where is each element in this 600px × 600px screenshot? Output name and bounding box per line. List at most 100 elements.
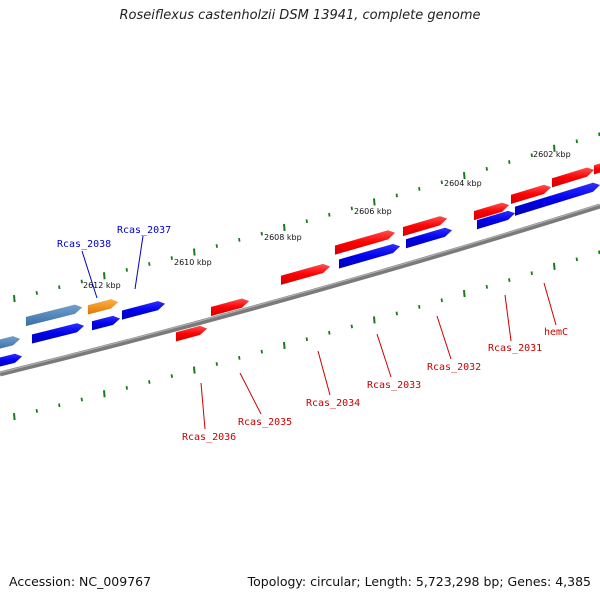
tick-mark (238, 355, 241, 360)
tick-mark (13, 294, 16, 303)
gene-label: Rcas_2031 (488, 343, 542, 354)
leader-line (504, 294, 512, 342)
tick-mark (260, 231, 263, 236)
gene-arrow-forward (593, 163, 600, 175)
gene-label: Rcas_2032 (427, 362, 481, 373)
leader-line (134, 235, 144, 290)
gene-arrow-forward (402, 215, 448, 237)
tick-mark (170, 256, 173, 260)
tick-mark (283, 341, 286, 350)
tick-mark (463, 172, 466, 180)
gene-label: Rcas_2037 (117, 225, 171, 236)
tick-mark (215, 362, 218, 366)
tick-mark (170, 374, 173, 378)
leader-lines (81, 235, 557, 430)
tick-mark (103, 390, 106, 398)
tick-mark (485, 284, 488, 289)
tick-mark (58, 285, 61, 290)
tick-label: 2610 kbp (174, 258, 212, 267)
tick-label: 2606 kbp (354, 207, 392, 216)
tick-mark (328, 212, 331, 217)
tick-mark (13, 412, 16, 421)
gene-arrow-other (87, 299, 119, 315)
tick-mark (283, 223, 286, 232)
leader-line (317, 350, 331, 396)
leader-line (239, 372, 262, 415)
tick-label: 2608 kbp (264, 233, 302, 242)
tick-mark (350, 206, 353, 211)
tick-label: 2602 kbp (533, 150, 571, 159)
gene-arrow-forward (551, 167, 595, 188)
tick-mark (80, 397, 83, 402)
gene-label: Rcas_2038 (57, 239, 111, 250)
tick-mark (530, 153, 533, 158)
gene-arrow-reverse (476, 210, 516, 230)
leader-line (376, 333, 392, 378)
inner-tick-track (13, 250, 600, 421)
gene-arrow-reverse (338, 243, 401, 269)
tick-mark (418, 304, 421, 309)
tick-mark (260, 349, 263, 354)
tick-mark (575, 139, 578, 144)
gene-arrow-forward (210, 298, 250, 317)
tick-mark (373, 198, 376, 206)
gene-label: Rcas_2035 (238, 417, 292, 428)
tick-mark (238, 237, 241, 242)
tick-mark (103, 272, 106, 280)
tick-mark (193, 366, 196, 374)
genome-summary: Topology: circular; Length: 5,723,298 bp… (247, 574, 591, 589)
tick-mark (485, 166, 488, 171)
tick-mark (305, 337, 308, 342)
gene-arrow-reverse (31, 322, 85, 344)
tick-mark (440, 180, 443, 185)
tick-mark (148, 380, 151, 384)
tick-mark (148, 262, 151, 266)
tick-mark (215, 244, 218, 248)
tick-label: 2612 kbp (83, 281, 121, 290)
map-title: Roseiflexus castenholzii DSM 13941, comp… (119, 8, 481, 23)
gene-labels: Rcas_2038 Rcas_2037 Rcas_2036 Rcas_2035 … (57, 225, 568, 443)
gene-arrow-reverse (0, 353, 23, 367)
tick-mark (463, 290, 466, 298)
outer-tick-track (13, 132, 600, 303)
tick-label: 2604 kbp (444, 179, 482, 188)
tick-mark (58, 403, 61, 408)
tick-mark (328, 330, 331, 335)
tick-mark (418, 186, 421, 191)
tick-mark (350, 324, 353, 329)
tick-mark (508, 278, 511, 282)
gene-arrow-other (0, 336, 21, 349)
gene-arrow-reverse (405, 227, 453, 249)
gene-arrow-reverse (514, 182, 600, 217)
gene-arrow-forward (473, 202, 510, 221)
tick-mark (440, 298, 443, 303)
tick-mark (305, 219, 308, 224)
tick-mark (193, 248, 196, 256)
gene-arrow-forward (510, 184, 552, 205)
gene-arrows (0, 163, 600, 367)
gene-arrow-other (25, 304, 83, 327)
tick-mark (80, 279, 83, 284)
leader-line (200, 382, 206, 430)
gene-label: hemC (544, 327, 568, 338)
tick-labels: 2602 kbp 2604 kbp 2606 kbp 2608 kbp 2610… (83, 150, 571, 290)
tick-mark (553, 262, 556, 270)
tick-mark (35, 291, 38, 295)
gene-label: Rcas_2034 (306, 398, 360, 409)
tick-mark (35, 409, 38, 413)
gene-arrow-forward (334, 230, 396, 255)
gene-arrow-reverse (91, 315, 121, 331)
gene-arrow-forward (280, 263, 331, 286)
leader-line (81, 250, 98, 299)
leader-line (543, 282, 557, 326)
tick-mark (395, 311, 398, 316)
accession-label: Accession: NC_009767 (9, 574, 152, 589)
tick-mark (530, 271, 533, 276)
tick-mark (373, 316, 376, 324)
gene-label: Rcas_2036 (182, 432, 236, 443)
gene-arrow-forward (175, 325, 208, 342)
tick-mark (395, 193, 398, 198)
tick-mark (125, 268, 128, 272)
tick-mark (508, 160, 511, 164)
